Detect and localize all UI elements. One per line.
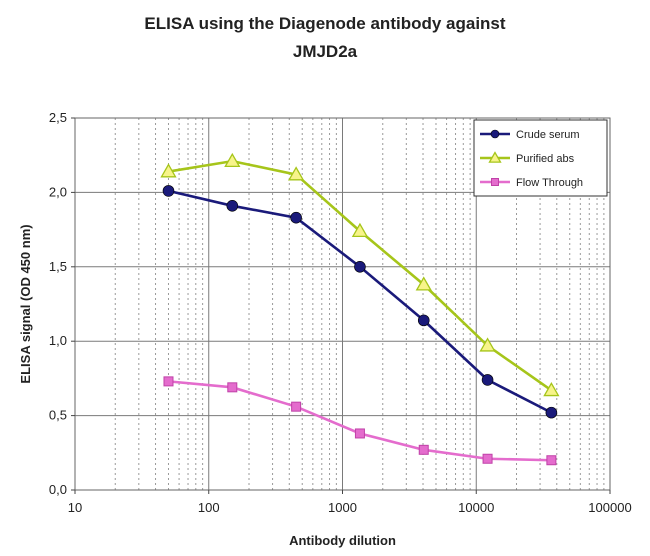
x-axis-ticks: 10 100 1000 10000 100000 xyxy=(68,490,632,515)
y-tick-label: 1,0 xyxy=(49,333,67,348)
data-point-square xyxy=(546,455,557,466)
data-point-triangle xyxy=(488,151,502,163)
series-crude-serum xyxy=(162,185,558,419)
data-point-circle xyxy=(290,211,302,224)
y-axis-label: ELISA signal (OD 450 nm) xyxy=(18,224,33,383)
y-tick-label: 2,0 xyxy=(49,184,67,199)
data-point-triangle xyxy=(287,166,305,181)
data-point-triangle xyxy=(479,337,496,352)
legend-item: Crude serum xyxy=(480,129,580,141)
x-tick-label: 1000 xyxy=(328,500,357,515)
data-point-triangle xyxy=(543,381,560,397)
x-tick-label: 10 xyxy=(68,500,82,515)
data-point-circle xyxy=(490,129,500,139)
chart-title-line-2: JMJD2a xyxy=(292,42,358,61)
data-point-square xyxy=(418,444,429,455)
data-point-circle xyxy=(545,406,558,419)
data-point-triangle xyxy=(415,276,432,291)
x-tick-label: 100 xyxy=(198,500,220,515)
data-point-square xyxy=(163,376,174,387)
y-tick-label: 0,5 xyxy=(49,408,67,423)
series-flow-through xyxy=(163,376,557,466)
data-point-triangle xyxy=(224,152,241,168)
series-group xyxy=(160,152,560,466)
data-point-square xyxy=(491,178,499,186)
series-line xyxy=(168,380,552,462)
data-point-circle xyxy=(481,374,494,386)
chart-title: ELISA using the Diagenode antibody again… xyxy=(0,10,650,66)
data-point-triangle xyxy=(160,163,177,178)
y-axis-ticks: 0,0 0,5 1,0 1,5 2,0 2,5 xyxy=(49,110,75,497)
data-point-circle xyxy=(162,185,175,197)
data-point-square xyxy=(354,428,365,439)
data-point-square xyxy=(227,382,238,393)
data-point-square xyxy=(291,401,302,412)
x-axis-label: Antibody dilution xyxy=(289,533,396,548)
x-tick-label: 10000 xyxy=(458,500,494,515)
legend-item: Flow Through xyxy=(480,177,583,189)
data-point-circle xyxy=(417,314,430,327)
x-tick-label: 100000 xyxy=(588,500,631,515)
y-tick-label: 1,5 xyxy=(49,259,67,274)
legend: Crude serum Purified abs Flow Through xyxy=(473,119,608,197)
data-point-circle xyxy=(354,260,366,273)
chart-title-line-1: ELISA using the Diagenode antibody again… xyxy=(144,14,506,33)
legend-item: Purified abs xyxy=(480,151,575,165)
y-tick-label: 2,5 xyxy=(49,110,67,125)
series-purified-abs xyxy=(160,152,560,397)
legend-label: Crude serum xyxy=(516,129,580,141)
legend-label: Flow Through xyxy=(516,177,583,189)
legend-label: Purified abs xyxy=(516,153,575,165)
y-tick-label: 0,0 xyxy=(49,482,67,497)
data-point-triangle xyxy=(351,222,369,237)
data-point-circle xyxy=(226,199,239,212)
data-point-square xyxy=(482,453,493,464)
